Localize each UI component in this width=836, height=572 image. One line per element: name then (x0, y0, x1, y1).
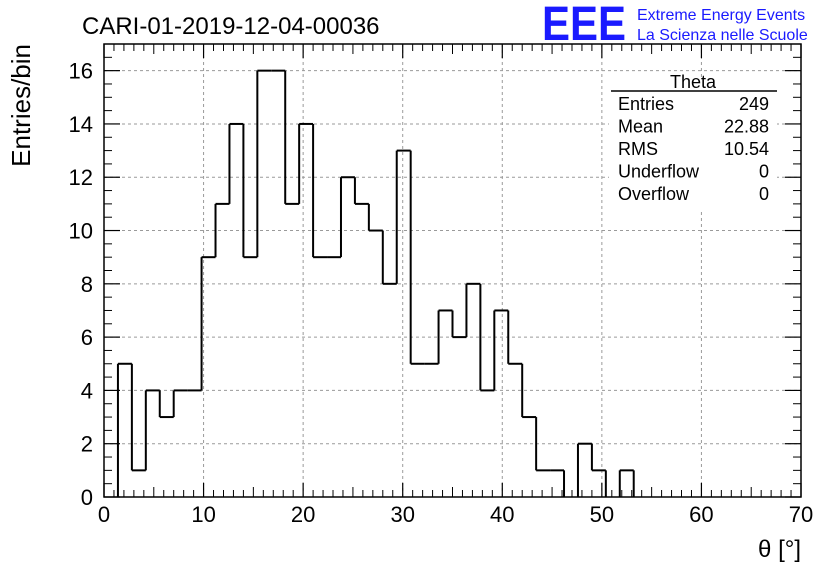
x-axis-label: θ [°] (758, 536, 801, 563)
x-tick-label: 50 (590, 502, 614, 527)
y-tick-label: 16 (69, 59, 93, 84)
stats-row-value: 249 (739, 94, 769, 114)
logo-line2: La Scienza nelle Scuole (637, 27, 808, 44)
stats-row-label: Underflow (618, 162, 700, 182)
stats-box: Theta Entries 249 Mean 22.88 RMS 10.54 Underfl… (609, 72, 777, 210)
y-tick-label: 6 (81, 325, 93, 350)
stats-row-label: Entries (618, 94, 674, 114)
y-tick-label: 4 (81, 378, 93, 403)
stats-row-value: 0 (759, 184, 769, 204)
chart-title: CARI-01-2019-12-04-00036 (82, 13, 380, 40)
y-tick-label: 14 (69, 112, 93, 137)
x-tick-label: 10 (191, 502, 215, 527)
grid (104, 44, 801, 497)
axis-ticks (103, 44, 802, 498)
x-tick-label: 40 (490, 502, 514, 527)
y-tick-label: 8 (81, 272, 93, 297)
stats-row-label: Overflow (618, 184, 690, 204)
x-tick-label: 70 (789, 502, 813, 527)
x-tick-labels: 0 10 20 30 40 50 60 70 (98, 502, 813, 527)
stats-row-value: 0 (759, 162, 769, 182)
y-tick-label: 0 (81, 485, 93, 510)
y-tick-label: 2 (81, 432, 93, 457)
y-tick-label: 10 (69, 219, 93, 244)
logo: EEE Extreme Energy Events La Scienza nel… (542, 0, 808, 51)
x-tick-label: 20 (291, 502, 315, 527)
x-tick-label: 0 (98, 502, 110, 527)
stats-row-label: RMS (618, 139, 658, 159)
stats-row-value: 22.88 (724, 117, 769, 137)
stats-box-bg (609, 78, 777, 210)
logo-mark: EEE (542, 0, 626, 51)
x-tick-label: 30 (390, 502, 414, 527)
stats-rows: Entries 249 Mean 22.88 RMS 10.54 Underflow 0 Ove… (618, 94, 769, 204)
stats-title: Theta (670, 72, 717, 92)
stats-row-label: Mean (618, 117, 663, 137)
histogram-bars (116, 69, 635, 497)
y-tick-labels: 0 2 4 6 8 10 12 14 16 (69, 59, 93, 510)
x-tick-label: 60 (689, 502, 713, 527)
y-tick-label: 12 (69, 165, 93, 190)
logo-line1: Extreme Energy Events (637, 7, 805, 24)
stats-row-value: 10.54 (724, 139, 769, 159)
y-axis-label: Entries/bin (6, 44, 36, 167)
